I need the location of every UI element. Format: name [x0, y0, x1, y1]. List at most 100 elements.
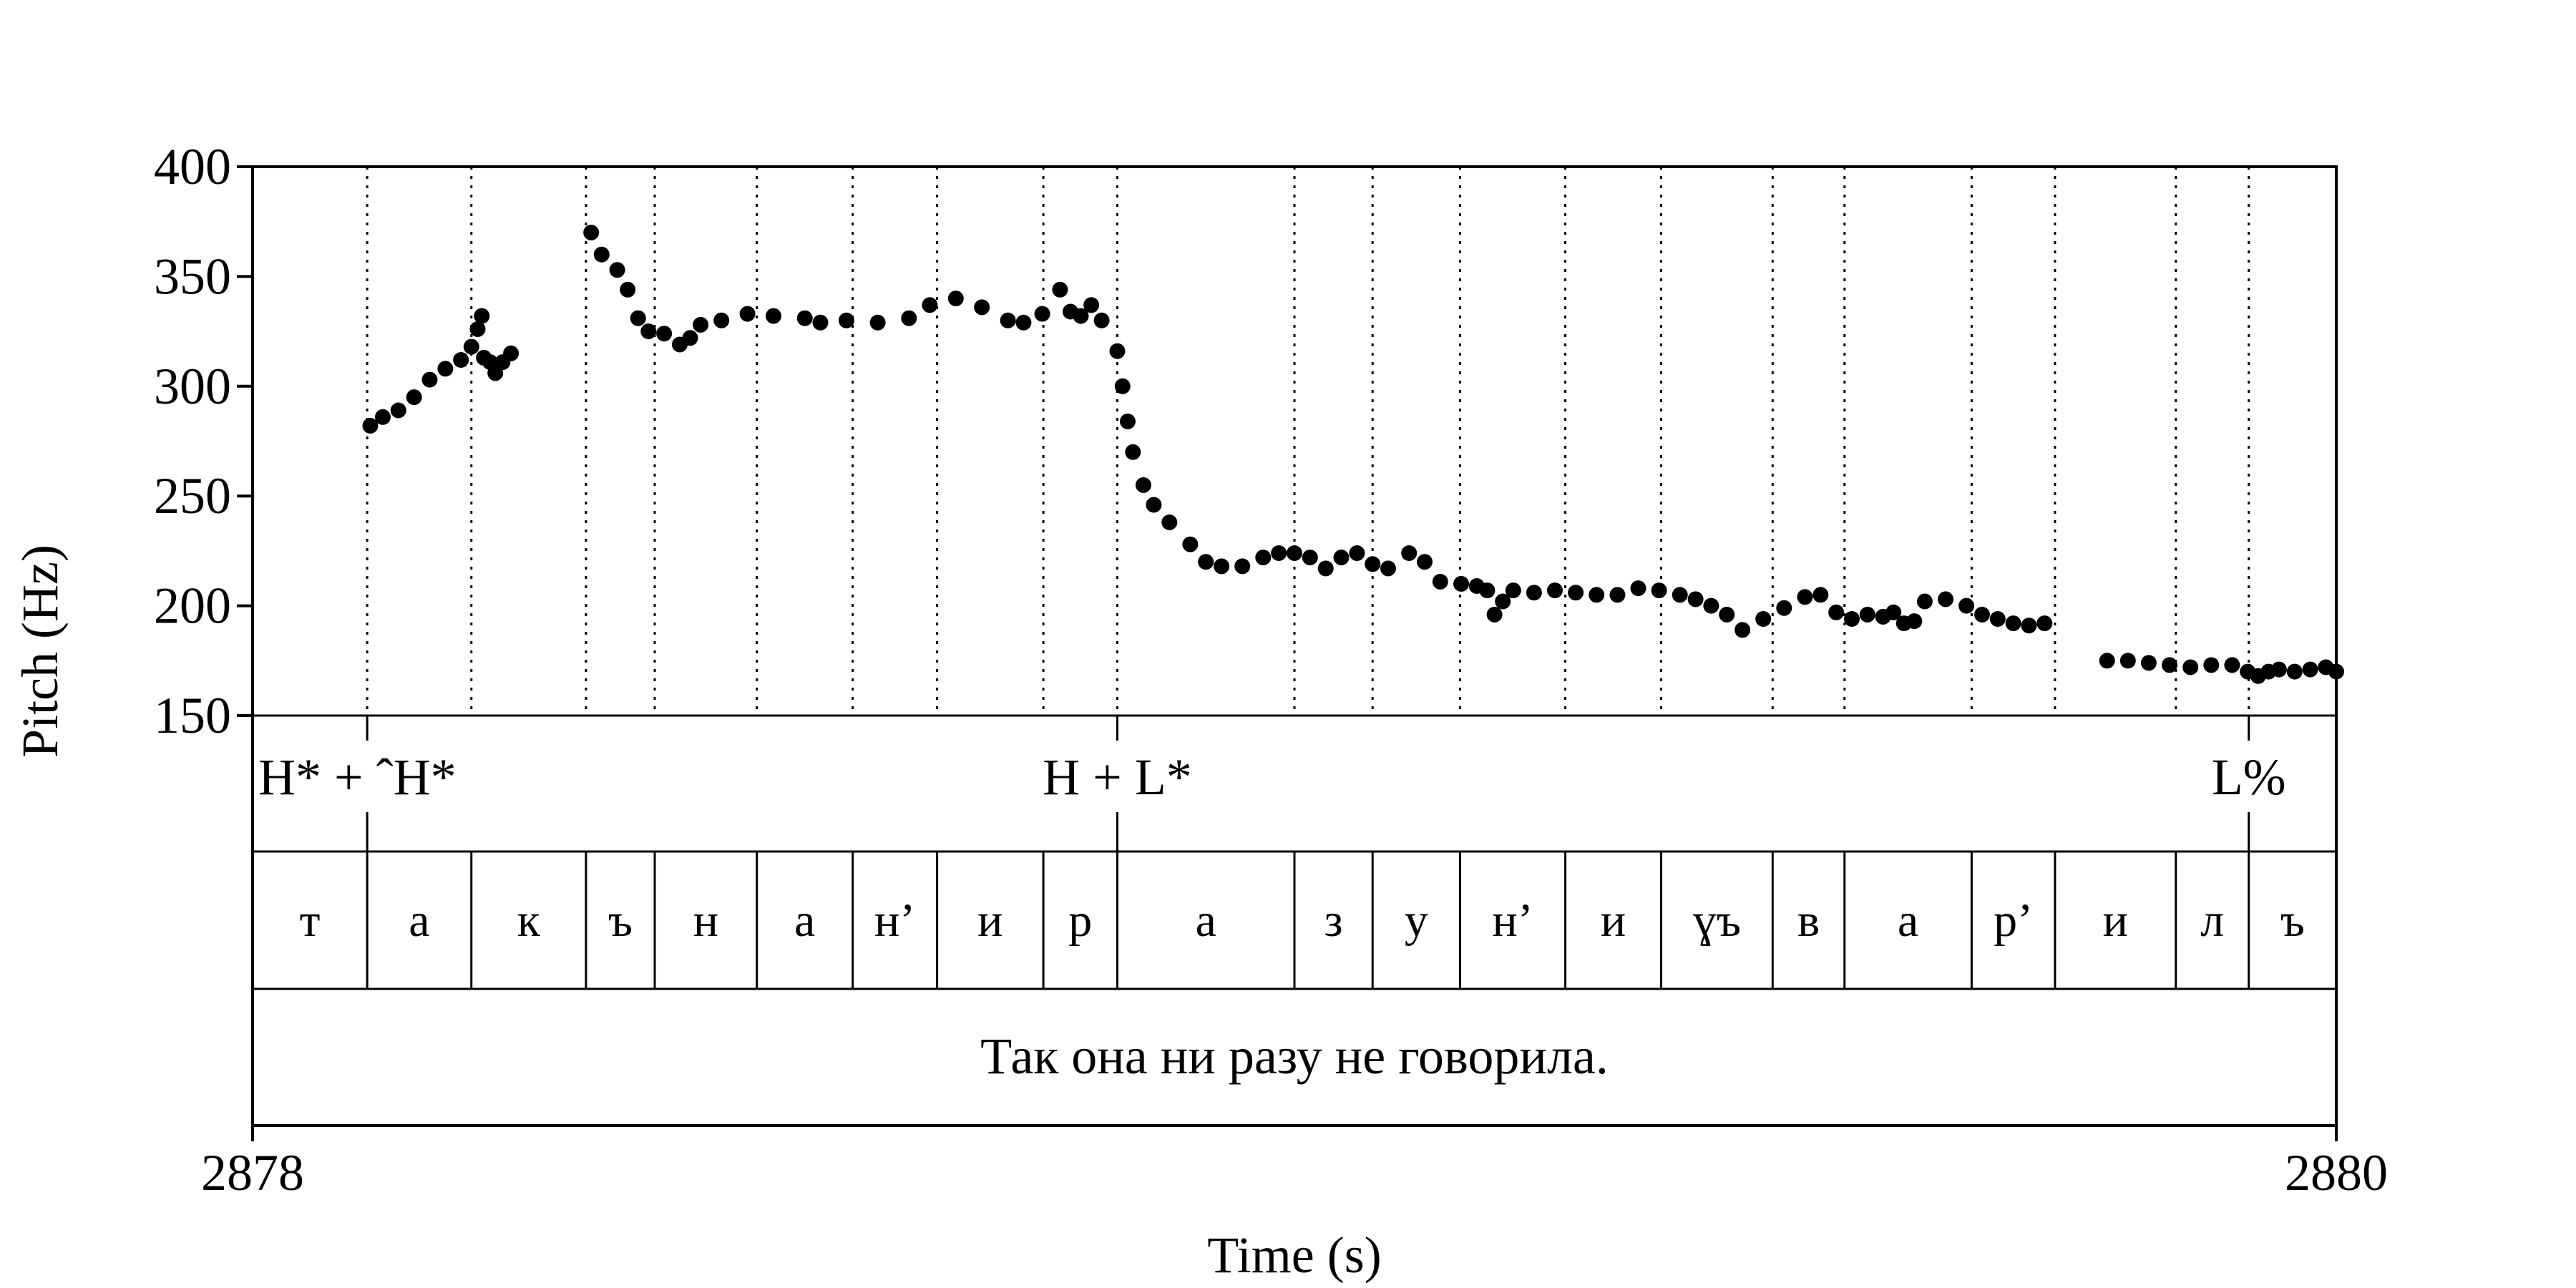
pitch-point — [2286, 663, 2303, 680]
pitch-point — [2036, 615, 2053, 632]
pitch-point — [1161, 514, 1178, 530]
pitch-point — [1916, 593, 1933, 610]
pitch-point — [620, 281, 636, 298]
pitch-point — [2182, 659, 2199, 675]
pitch-point — [503, 345, 519, 361]
y-tick-label: 250 — [154, 467, 231, 525]
y-axis-label: Pitch (Hz) — [11, 545, 69, 758]
pitch-point — [1885, 604, 1902, 620]
pitch-point — [406, 389, 422, 406]
segment-label: р — [1068, 894, 1092, 947]
pitch-point — [1417, 554, 1433, 570]
pitch-point — [1349, 545, 1365, 561]
pitch-point — [1859, 606, 1875, 623]
x-tick-label: 2880 — [2285, 1144, 2388, 1201]
segment-label: ъ — [608, 894, 633, 947]
x-tick-label: 2878 — [201, 1144, 304, 1201]
pitch-point — [2203, 657, 2220, 673]
pitch-point — [2005, 615, 2021, 632]
pitch-point — [1828, 604, 1845, 620]
y-tick-label: 350 — [154, 248, 231, 305]
pitch-point — [2140, 655, 2157, 671]
pitch-point — [1755, 611, 1772, 627]
pitch-point — [1479, 582, 1496, 599]
pitch-point — [1234, 558, 1251, 575]
tone-label: H + L* — [1043, 748, 1192, 806]
pitch-point — [437, 361, 454, 377]
pitch-point — [2099, 653, 2115, 669]
pitch-point — [1526, 585, 1542, 601]
pitch-point — [609, 262, 625, 278]
pitch-point — [1380, 560, 1396, 577]
pitch-point — [869, 314, 886, 331]
pitch-point — [1906, 613, 1923, 630]
pitch-point — [1109, 343, 1126, 359]
pitch-point — [2224, 657, 2240, 673]
pitch-point — [766, 308, 781, 324]
segment-label: р’ — [1994, 894, 2033, 947]
pitch-point — [1034, 306, 1050, 322]
pitch-point — [630, 310, 646, 326]
pitch-point — [1214, 558, 1230, 575]
segment-label: к — [517, 894, 541, 947]
segment-label: а — [794, 894, 815, 947]
segment-boundary-grid — [366, 167, 2250, 716]
pitch-point — [1974, 606, 1990, 623]
segment-label: н’ — [874, 894, 915, 947]
pitch-point — [656, 326, 673, 342]
y-tick-label: 200 — [154, 577, 231, 635]
pitch-point — [1486, 606, 1503, 623]
pitch-point — [1083, 297, 1100, 313]
pitch-point — [1589, 587, 1605, 603]
pitch-point — [901, 310, 917, 326]
pitch-point — [974, 299, 990, 316]
y-tick-label: 150 — [154, 687, 231, 744]
pitch-point — [1015, 314, 1032, 331]
segment-label: ъ — [2280, 894, 2305, 947]
pitch-point — [2270, 661, 2287, 678]
pitch-point — [1630, 580, 1646, 597]
segment-label: и — [1601, 894, 1626, 947]
pitch-points — [362, 225, 2344, 684]
pitch-point — [1000, 312, 1016, 328]
segment-label: з — [1324, 894, 1343, 947]
segment-label: т — [300, 894, 321, 947]
tone-label: H* + ˆH* — [258, 748, 457, 806]
pitch-point — [1505, 582, 1521, 599]
pitch-point — [390, 402, 406, 419]
pitch-point — [2119, 653, 2136, 669]
pitch-point — [796, 310, 813, 326]
pitch-point — [1797, 589, 1813, 605]
segment-label: л — [2200, 894, 2224, 947]
pitch-point — [583, 225, 600, 240]
pitch-point — [1547, 582, 1563, 599]
pitch-point — [1568, 585, 1584, 601]
pitch-point — [640, 323, 657, 340]
sentence-label: Так она ни разу не говорила. — [980, 1028, 1609, 1085]
x-axis: 2878 2880 — [201, 1126, 2388, 1201]
pitch-point — [693, 316, 709, 333]
pitch-point — [593, 246, 610, 263]
pitch-point — [375, 409, 391, 425]
pitch-point — [1073, 308, 1089, 324]
pitch-point — [1687, 591, 1704, 608]
pitch-point — [1401, 545, 1418, 561]
pitch-point — [463, 338, 479, 355]
pitch-point — [1093, 312, 1110, 328]
pitch-point — [2162, 657, 2177, 673]
pitch-point — [1651, 582, 1667, 599]
pitch-point — [947, 291, 964, 307]
y-tick-label: 300 — [154, 358, 231, 415]
segment-label: н — [693, 894, 718, 947]
segment-label: и — [2103, 894, 2128, 947]
pitch-point — [1672, 587, 1688, 603]
segment-label: у — [1405, 894, 1428, 947]
pitch-point — [1333, 550, 1350, 566]
segment-label: в — [1797, 894, 1820, 947]
pitch-point — [713, 312, 730, 328]
pitch-point — [1609, 587, 1626, 603]
tone-label: L% — [2212, 748, 2286, 806]
x-axis-label: Time (s) — [1207, 1226, 1381, 1284]
pitch-point — [1813, 587, 1829, 603]
